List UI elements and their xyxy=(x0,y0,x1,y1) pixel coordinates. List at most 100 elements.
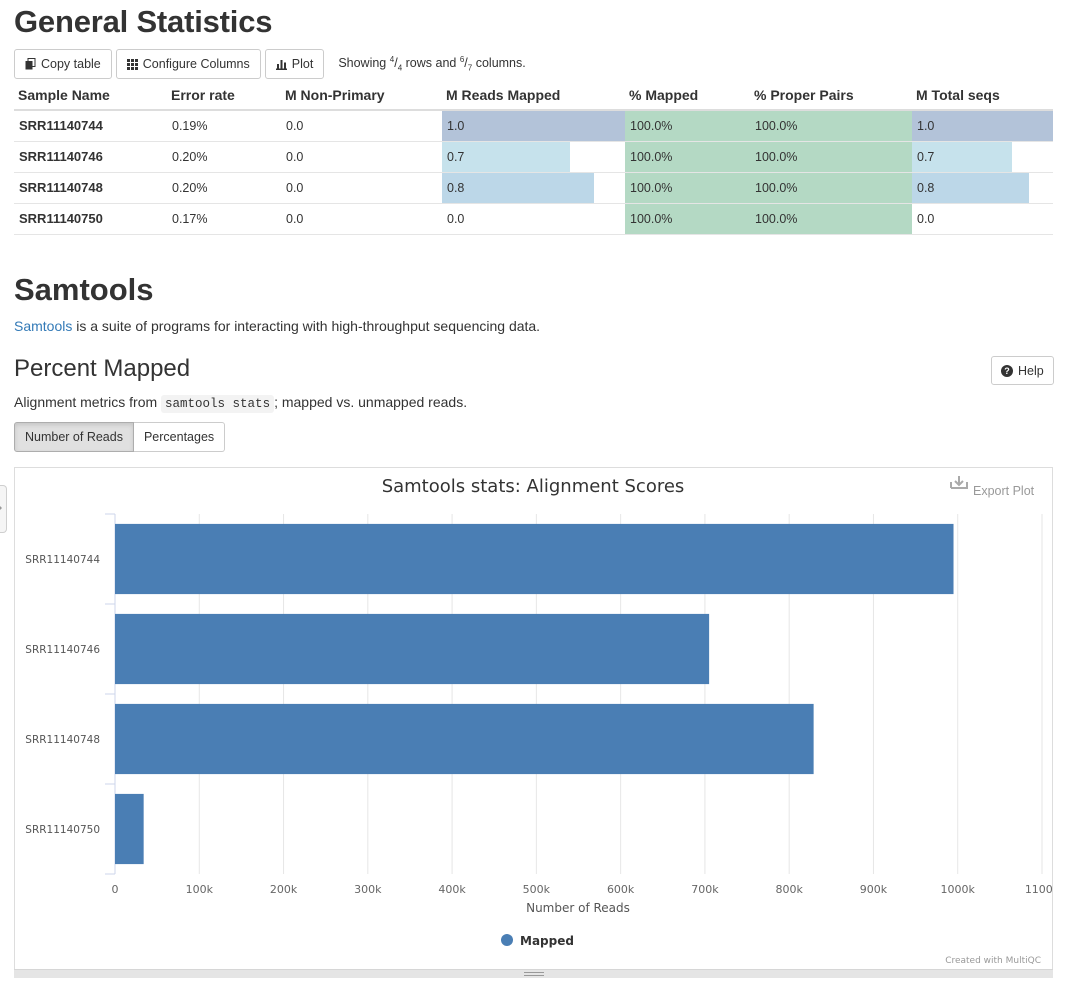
multiqc-credit: Created with MultiQC xyxy=(945,956,1041,966)
table-cell-name: SRR11140744 xyxy=(14,110,167,142)
configure-columns-button[interactable]: Configure Columns xyxy=(115,49,261,79)
column-header[interactable]: M Total seqs xyxy=(912,81,1053,111)
table-cell-nonprimary: 0.0 xyxy=(281,172,442,204)
cell-bar xyxy=(442,172,594,203)
samtools-stats-code: samtools stats xyxy=(161,395,275,413)
category-label: SRR11140746 xyxy=(25,644,100,656)
table-cell-pct-mapped: 100.0% xyxy=(625,141,750,173)
bar-chart: SRR11140744 SRR11140746 SRR11140748 SRR1114… xyxy=(25,476,1052,966)
table-cell-pct-mapped: 100.0% xyxy=(625,203,750,235)
bar-chart-icon xyxy=(275,59,287,70)
x-tick-label: 1000k xyxy=(941,883,976,896)
general-stats-table: Sample Name Error rate M Non-Primary M R… xyxy=(14,81,1053,235)
help-button[interactable]: ? Help xyxy=(991,356,1054,385)
table-cell-nonprimary: 0.0 xyxy=(281,203,442,235)
x-tick-label: 0 xyxy=(112,883,119,896)
table-row: SRR11140746 0.20% 0.0 0.7 100.0% 100.0% 0.7 xyxy=(14,141,1053,173)
column-header[interactable]: Error rate xyxy=(167,81,281,111)
copy-table-label: Copy table xyxy=(41,57,101,71)
plot-label: Plot xyxy=(291,57,314,71)
table-cell-error: 0.19% xyxy=(167,110,281,142)
copy-table-button[interactable]: Copy table xyxy=(14,49,112,79)
percent-mapped-description: Alignment metrics from samtools stats; m… xyxy=(14,394,468,413)
table-cell-nonprimary: 0.0 xyxy=(281,110,442,142)
showing-counts: Showing 4/4 rows and 6/7 columns. xyxy=(338,55,526,73)
column-header[interactable]: % Proper Pairs xyxy=(750,81,912,111)
export-plot-button[interactable]: Export Plot xyxy=(950,476,1035,498)
configure-columns-label: Configure Columns xyxy=(142,57,250,71)
x-tick-label: 500k xyxy=(523,883,551,896)
table-cell-total: 0.0 xyxy=(912,203,1053,235)
tab-percentages[interactable]: Percentages xyxy=(133,422,226,452)
table-cell-mapped: 0.7 xyxy=(442,141,625,173)
x-axis-label: Number of Reads xyxy=(526,901,630,915)
table-header-row: Sample Name Error rate M Non-Primary M R… xyxy=(14,81,1053,111)
cell-bar xyxy=(442,141,571,172)
table-cell-mapped: 0.0 xyxy=(442,203,625,235)
x-tick-label: 900k xyxy=(860,883,888,896)
table-row: SRR11140750 0.17% 0.0 0.0 100.0% 100.0% 0.0 xyxy=(14,203,1053,235)
table-cell-proper: 100.0% xyxy=(750,203,912,235)
table-row: SRR11140744 0.19% 0.0 1.0 100.0% 100.0% 1.0 xyxy=(14,110,1053,142)
samtools-title: Samtools xyxy=(14,272,154,307)
table-cell-error: 0.20% xyxy=(167,172,281,204)
chart-title: Samtools stats: Alignment Scores xyxy=(382,476,685,497)
question-circle-icon: ? xyxy=(1001,364,1013,377)
legend[interactable]: Mapped xyxy=(501,934,574,948)
x-tick-label: 800k xyxy=(775,883,803,896)
table-cell-proper: 100.0% xyxy=(750,110,912,142)
table-cell-error: 0.20% xyxy=(167,141,281,173)
help-label: Help xyxy=(1018,363,1044,378)
alignment-scores-plot: SRR11140744 SRR11140746 SRR11140748 SRR1114… xyxy=(14,467,1053,977)
samtools-description-text: is a suite of programs for interacting w… xyxy=(76,318,541,334)
table-cell-name: SRR11140748 xyxy=(14,172,167,204)
plot-resize-handle[interactable] xyxy=(14,969,1053,978)
bar-srr11140744 xyxy=(115,523,954,595)
bar-srr11140746 xyxy=(115,613,710,685)
column-header[interactable]: M Reads Mapped xyxy=(442,81,625,111)
cell-bar xyxy=(912,141,1013,172)
bar-srr11140748 xyxy=(115,703,814,775)
x-tick-label: 600k xyxy=(607,883,635,896)
table-row: SRR11140748 0.20% 0.0 0.8 100.0% 100.0% 0.8 xyxy=(14,172,1053,204)
plot-button[interactable]: Plot xyxy=(264,49,325,79)
toolbox-toggle-tab[interactable] xyxy=(0,485,7,533)
cell-bar xyxy=(442,111,625,141)
table-cell-proper: 100.0% xyxy=(750,141,912,173)
table-cell-mapped: 1.0 xyxy=(442,110,625,142)
x-tick-label: 300k xyxy=(354,883,382,896)
column-header[interactable]: M Non-Primary xyxy=(281,81,442,111)
category-label: SRR11140750 xyxy=(25,824,100,836)
x-tick-label: 700k xyxy=(691,883,719,896)
caret-right-icon xyxy=(0,504,2,512)
table-cell-total: 1.0 xyxy=(912,110,1053,142)
plot-switch-buttons: Number of Reads Percentages xyxy=(14,422,226,452)
x-tick-label: 100k xyxy=(186,883,214,896)
download-icon xyxy=(950,476,968,489)
table-toolbar: Copy table Configure Columns Plot Showin… xyxy=(14,49,1053,79)
table-cell-total: 0.7 xyxy=(912,141,1053,173)
copy-icon xyxy=(25,58,36,70)
table-cell-mapped: 0.8 xyxy=(442,172,625,204)
tab-number-of-reads[interactable]: Number of Reads xyxy=(14,422,134,452)
grip-icon xyxy=(524,972,544,976)
column-header[interactable]: Sample Name xyxy=(14,81,167,111)
table-cell-pct-mapped: 100.0% xyxy=(625,110,750,142)
table-cell-proper: 100.0% xyxy=(750,172,912,204)
x-tick-label: 1100k xyxy=(1025,883,1052,896)
x-tick-label: 200k xyxy=(270,883,298,896)
samtools-description: Samtools is a suite of programs for inte… xyxy=(14,318,540,334)
legend-marker xyxy=(501,934,513,946)
column-header[interactable]: % Mapped xyxy=(625,81,750,111)
export-plot-label: Export Plot xyxy=(973,484,1035,498)
general-stats-section: General Statistics Copy table Configure … xyxy=(14,0,1053,235)
samtools-link[interactable]: Samtools xyxy=(14,318,73,334)
table-cell-total: 0.8 xyxy=(912,172,1053,204)
table-cell-pct-mapped: 100.0% xyxy=(625,172,750,204)
percent-mapped-title: Percent Mapped xyxy=(14,355,191,382)
category-label: SRR11140744 xyxy=(25,554,100,566)
cell-bar xyxy=(912,111,1053,141)
table-cell-name: SRR11140750 xyxy=(14,203,167,235)
bar-srr11140750 xyxy=(115,793,144,865)
x-tick-label: 400k xyxy=(438,883,466,896)
